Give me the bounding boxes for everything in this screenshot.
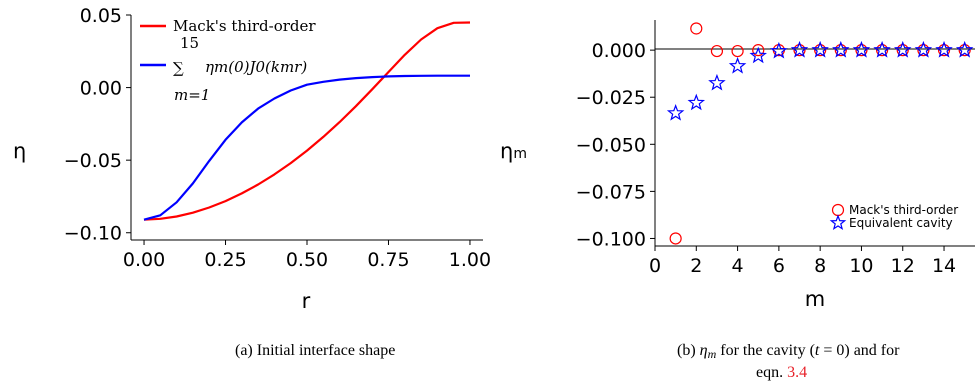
legend-marker-equivalent-star [829, 214, 847, 231]
point-mack-circle [752, 44, 765, 57]
caption-b-line1: (b) ηm for the cavity (t = 0) and for [677, 342, 900, 361]
point-equivalent-star [832, 40, 850, 58]
caption-b-eta: η [700, 342, 708, 359]
x-tick-label: 0.00 [123, 249, 165, 271]
panel-b-scatter-chart: 0 2 4 6 8 10 12 14 0.000 −0.025 −0.050 −0.075 −0.100… [500, 20, 975, 311]
point-equivalent-star [728, 56, 747, 74]
panel-b-y-axis-label-m: m [513, 146, 527, 162]
legend-label-mack-b: Mack's third-order [849, 203, 958, 217]
point-mack-circle [669, 232, 682, 245]
caption-b-mid: for the cavity ( [716, 342, 815, 359]
y-tick-label: 0.00 [80, 78, 122, 100]
point-equivalent-star [770, 41, 788, 59]
y-tick-label: −0.100 [576, 228, 646, 250]
y-tick-label: −0.050 [576, 134, 646, 156]
caption-b-t: t [815, 342, 820, 359]
y-tick-label: −0.10 [64, 223, 122, 245]
caption-b-line2: eqn. 3.4 [756, 364, 807, 381]
point-equivalent-star [955, 40, 974, 58]
point-mack-circle [710, 44, 724, 58]
x-tick-label: 0 [649, 255, 661, 277]
point-mack-circle [896, 44, 909, 57]
point-equivalent-star [914, 40, 933, 58]
point-equivalent-star [873, 40, 891, 58]
panel-b-axes [654, 20, 975, 247]
x-tick-label: 0.50 [286, 249, 328, 271]
y-tick-label: 0.05 [80, 5, 122, 27]
x-tick-label: 14 [932, 255, 956, 277]
point-mack-circle [793, 44, 806, 57]
panel-a-ticks: 0.00 0.25 0.50 0.75 1.00 −0.10 −0.05 0.00 0.05 [64, 5, 491, 271]
point-mack-circle [917, 44, 930, 57]
panel-a-x-axis-label: r [302, 289, 311, 313]
panel-b-x-axis-label: m [805, 287, 825, 311]
caption-b-prefix: (b) [677, 342, 700, 359]
point-mack-circle [814, 44, 827, 57]
y-tick-label: −0.025 [576, 87, 646, 109]
caption-a: (a) Initial interface shape [235, 342, 395, 359]
panel-b-points [666, 22, 974, 245]
caption-b-rest: = 0) and for [819, 342, 900, 359]
panel-b-ticks: 0 2 4 6 8 10 12 14 0.000 −0.025 −0.050 −0.075 −0.100 [576, 40, 956, 277]
point-equivalent-star [666, 104, 685, 121]
x-tick-label: 4 [732, 255, 744, 277]
panel-b-y-axis-label: ηm [500, 139, 527, 163]
point-equivalent-star [811, 40, 829, 58]
point-mack-circle [937, 44, 951, 57]
x-tick-label: 0.75 [367, 249, 409, 271]
point-equivalent-star [749, 46, 767, 64]
panel-b-y-axis-label-eta: η [500, 139, 513, 163]
panel-a-line-chart: 0.00 0.25 0.50 0.75 1.00 −0.10 −0.05 0.00 0.05 r… [13, 5, 491, 313]
x-tick-label: 12 [891, 255, 915, 277]
caption-b-eta-subscript: m [708, 347, 717, 361]
y-tick-label: 0.000 [592, 40, 646, 62]
x-tick-label: 2 [690, 255, 702, 277]
series-line-bessel-sum [143, 74, 470, 221]
panel-a-series-lines [143, 21, 471, 221]
x-tick-label: 0.25 [204, 249, 246, 271]
legend-sum-term: ηm(0)J0(kmr) [205, 58, 307, 76]
point-mack-circle [875, 44, 889, 57]
x-tick-label: 10 [849, 255, 873, 277]
legend-label-equivalent-cavity: Equivalent cavity [849, 216, 953, 230]
x-tick-label: 8 [814, 255, 826, 277]
x-tick-label: 1.00 [449, 249, 491, 271]
legend-sum-symbol: ∑ [173, 59, 184, 77]
legend-sum-upper-limit: 15 [180, 34, 199, 52]
point-equivalent-star [935, 40, 953, 58]
y-tick-label: −0.075 [576, 181, 646, 203]
caption-b-eqn: eqn. [756, 364, 787, 381]
legend-sum-lower-limit: m=1 [174, 86, 210, 104]
x-tick-label: 6 [773, 255, 785, 277]
legend-marker-mack-circle [831, 203, 845, 217]
point-mack-circle [731, 44, 744, 58]
point-equivalent-star [687, 93, 706, 111]
point-mack-circle [958, 44, 971, 57]
point-equivalent-star [852, 40, 871, 58]
panel-a-y-axis-label: η [13, 139, 26, 163]
caption-b-eqn-ref-link[interactable]: 3.4 [787, 364, 807, 381]
point-mack-circle [690, 22, 703, 35]
point-equivalent-star [708, 73, 726, 91]
legend-label-mack: Mack's third-order [173, 17, 316, 35]
point-equivalent-star [790, 40, 809, 58]
point-mack-circle [855, 44, 868, 57]
panel-b-legend: Mack's third-order Equivalent cavity [829, 203, 958, 231]
y-tick-label: −0.05 [64, 150, 122, 172]
panel-a-legend: Mack's third-order 15 ∑ m=1 ηm(0)J0(kmr) [140, 17, 316, 104]
point-mack-circle [834, 44, 847, 57]
point-equivalent-star [893, 40, 912, 58]
series-line-mack [143, 21, 471, 221]
